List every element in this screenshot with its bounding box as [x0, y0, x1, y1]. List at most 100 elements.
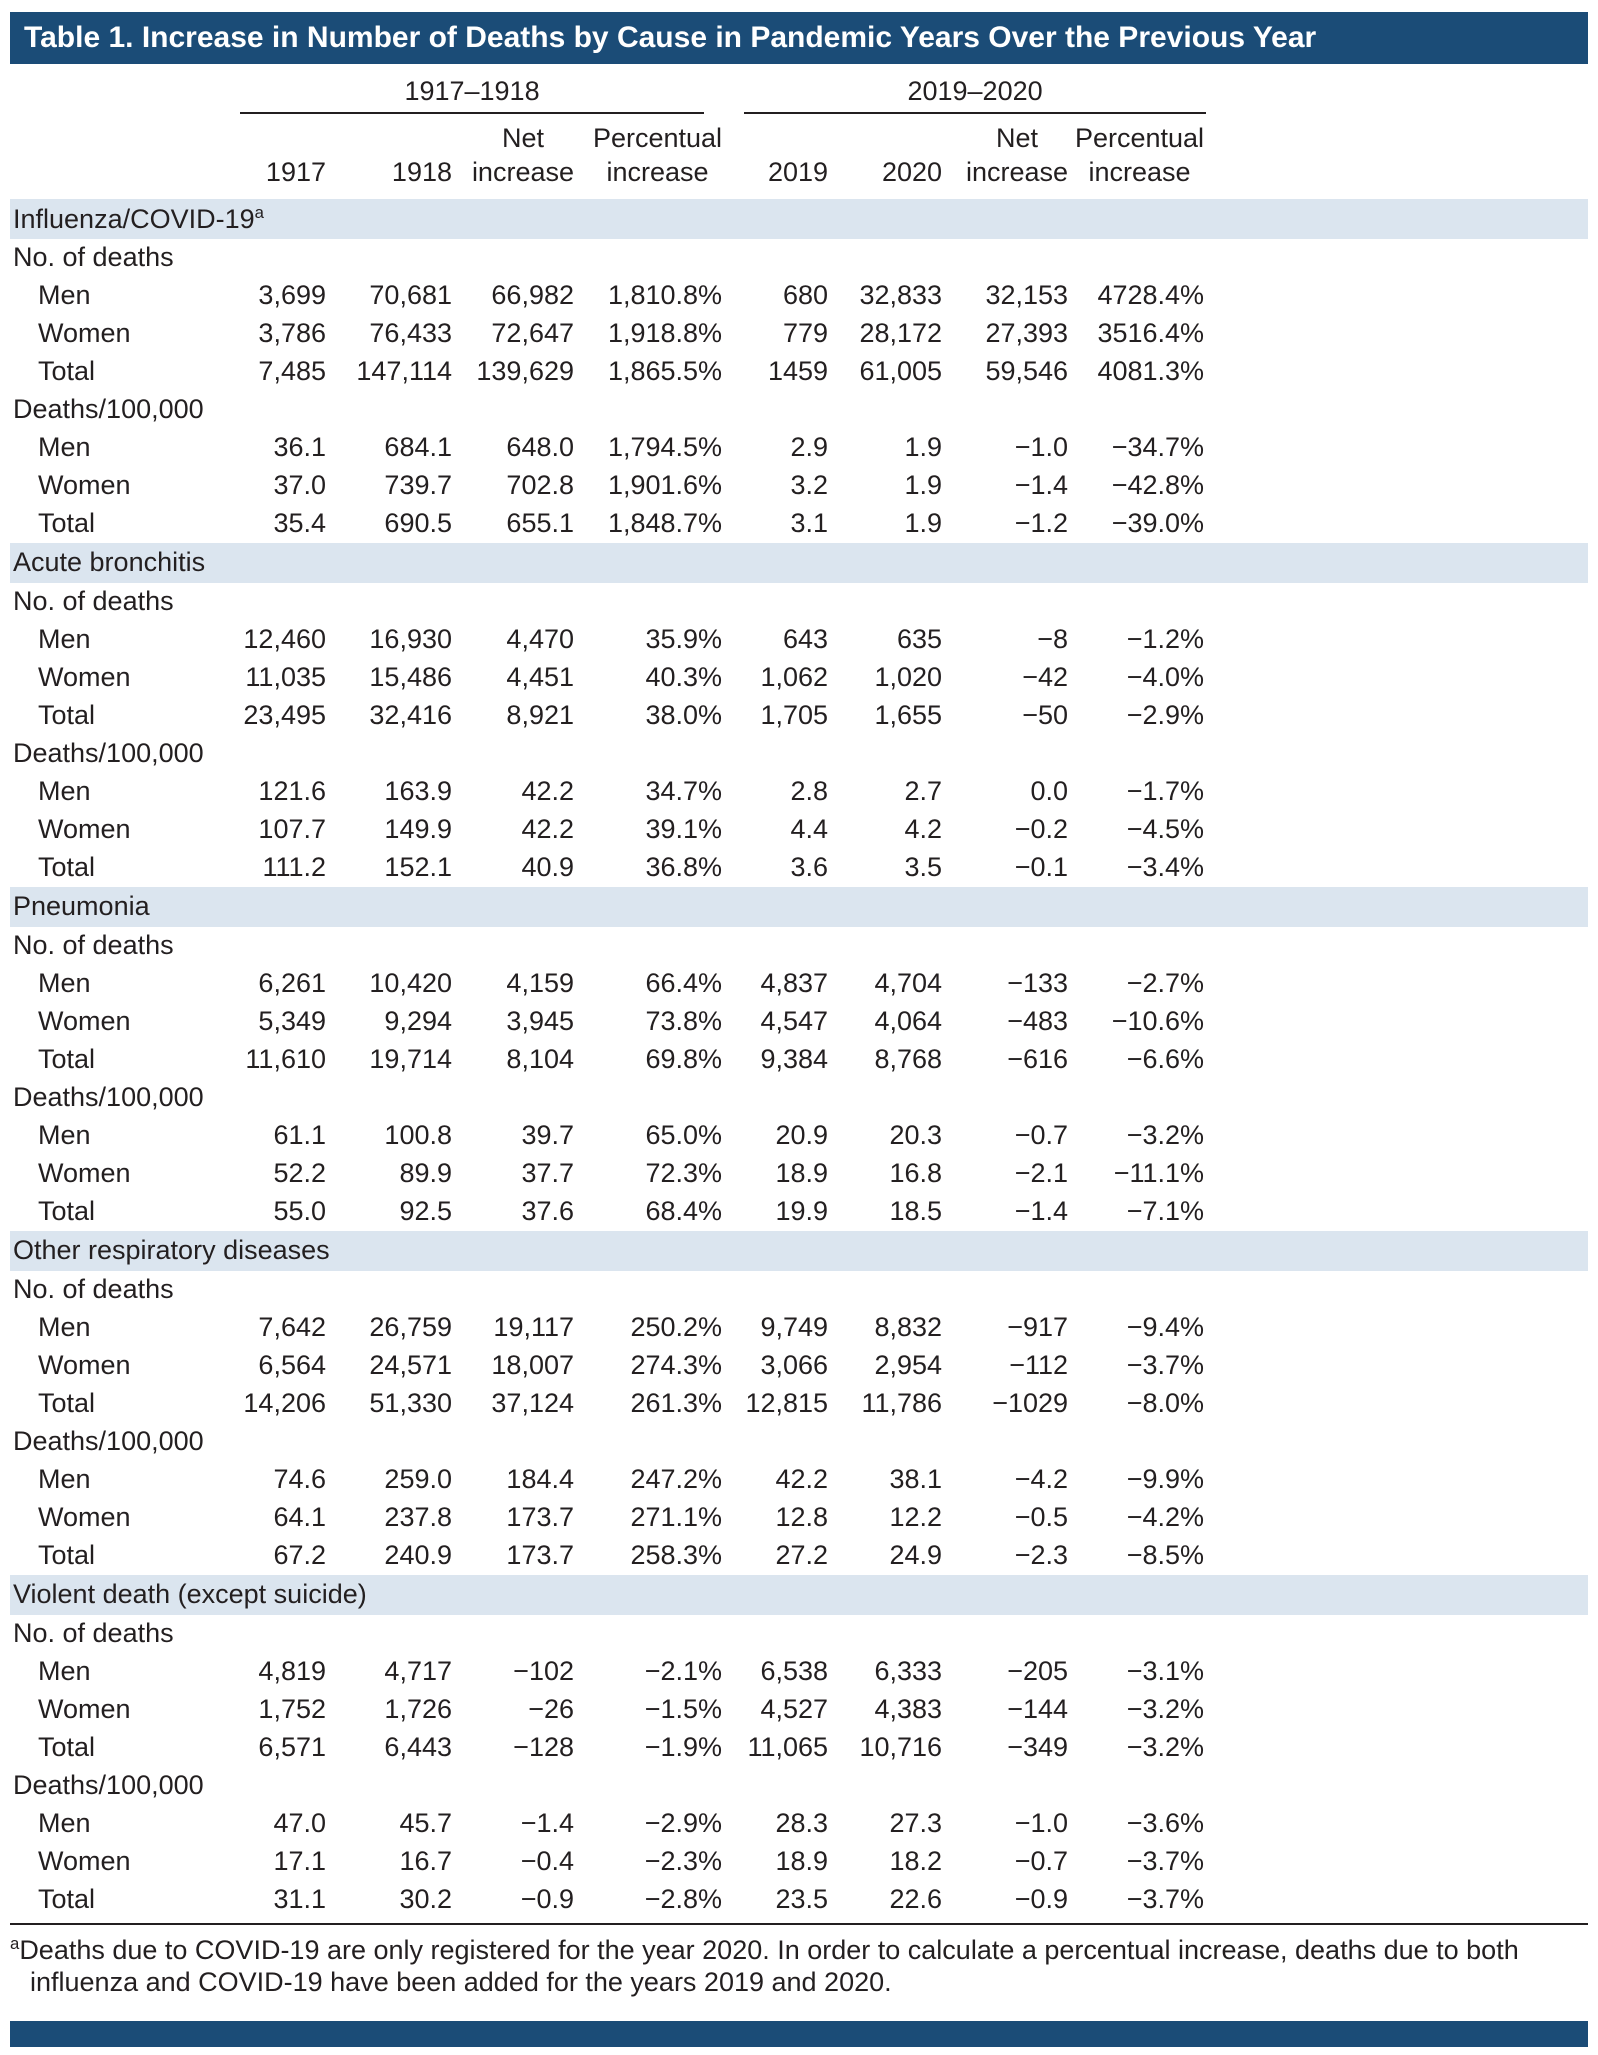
filler-cell	[1206, 353, 1588, 391]
table-cell: 27,393	[985, 318, 1069, 348]
subsection-header-row: Deaths/100,000	[10, 1079, 1588, 1117]
table-cell: −2.3	[1014, 1540, 1069, 1570]
table-cell: 4,159	[506, 968, 574, 998]
filler-cell	[1206, 1193, 1588, 1231]
filler-header-cell	[1206, 114, 1588, 199]
row-label: Men	[38, 968, 91, 998]
table-cell: −1.5%	[644, 1694, 723, 1724]
table-cell: 37.7	[521, 1158, 574, 1188]
table-row: Men 61.1 100.8 39.7 65.0% 20.9 20.3 −0.7 −3.2%	[10, 1117, 1588, 1155]
table-cell: 4.2	[904, 814, 943, 844]
filler-cell	[1206, 1499, 1588, 1537]
table-cell: 3516.4%	[1097, 318, 1205, 348]
table-row: Men 47.0 45.7 −1.4 −2.9% 28.3 27.3 −1.0 −3.6%	[10, 1805, 1588, 1843]
table-cell: 1,020	[874, 662, 943, 692]
table-cell: 39.7	[521, 1120, 574, 1150]
table-cell: −1.0	[1014, 1808, 1069, 1838]
table-cell: −39.0%	[1111, 508, 1205, 538]
column-header-cell: Percentual increase	[576, 114, 724, 199]
column-header-cell: 2019	[724, 114, 830, 199]
table-cell: 74.6	[273, 1464, 326, 1494]
table-cell: −2.9%	[644, 1808, 723, 1838]
table-cell: 12.8	[775, 1502, 829, 1532]
table-cell: 20.3	[889, 1120, 943, 1150]
table-row: Men 121.6 163.9 42.2 34.7% 2.8 2.7 0.0 −1.7%	[10, 773, 1588, 811]
table-cell: −1.9%	[644, 1732, 723, 1762]
filler-cell	[1206, 1537, 1588, 1575]
table-row: Men 7,642 26,759 19,117 250.2% 9,749 8,832 −917…	[10, 1309, 1588, 1347]
table-cell: 40.9	[521, 852, 574, 882]
table-cell: −4.5%	[1126, 814, 1205, 844]
table-cell: 68.4%	[645, 1196, 723, 1226]
table-row: Women 11,035 15,486 4,451 40.3% 1,062 1,020 −42…	[10, 659, 1588, 697]
table-row: Total 7,485 147,114 139,629 1,865.5% 1459 61,0…	[10, 353, 1588, 391]
table-cell: 6,571	[258, 1732, 326, 1762]
table-cell: 152.1	[384, 852, 452, 882]
table-row: Total 31.1 30.2 −0.9 −2.8% 23.5 22.6 −0.9 −3.7%	[10, 1881, 1588, 1919]
table-cell: −102	[513, 1656, 574, 1686]
table-cell: −8.5%	[1126, 1540, 1205, 1570]
table-cell: 11,065	[747, 1732, 829, 1762]
filler-cell	[1206, 277, 1588, 315]
column-header-percentual-increase-2: Percentual increase	[1074, 123, 1205, 187]
filler-cell	[1206, 697, 1588, 735]
table-cell: 4,704	[874, 968, 943, 998]
table-cell: 18.9	[775, 1846, 829, 1876]
table-cell: −917	[1007, 1312, 1069, 1342]
table-cell: −4.0%	[1126, 662, 1205, 692]
subsection-title: Deaths/100,000	[13, 1770, 204, 1800]
table-cell: 32,153	[985, 280, 1069, 310]
table-cell: 72,647	[491, 318, 574, 348]
table-cell: −10.6%	[1111, 1006, 1205, 1036]
table-cell: 107.7	[258, 814, 326, 844]
table-cell: −0.7	[1014, 1120, 1069, 1150]
row-label: Men	[38, 1312, 91, 1342]
table-cell: 27.2	[775, 1540, 829, 1570]
section-title: Other respiratory diseases	[10, 1230, 1588, 1271]
table-cell: 64.1	[273, 1502, 326, 1532]
table-cell: 39.1%	[645, 814, 723, 844]
section-title: Violent death (except suicide)	[10, 1574, 1588, 1615]
table-cell: 36.8%	[645, 852, 723, 882]
table-cell: −1.2%	[1126, 624, 1205, 654]
table-cell: 12,815	[745, 1388, 829, 1418]
table-cell: 643	[782, 624, 829, 654]
table-cell: 4728.4%	[1097, 280, 1205, 310]
table-row: Men 12,460 16,930 4,470 35.9% 643 635 −8 −1.2%	[10, 621, 1588, 659]
table-cell: 3,945	[506, 1006, 574, 1036]
filler-cell	[1206, 505, 1588, 543]
table-cell: 2.9	[790, 432, 829, 462]
table-cell: 250.2%	[630, 1312, 723, 1342]
row-label: Men	[38, 1808, 91, 1838]
table-cell: 274.3%	[630, 1350, 723, 1380]
table-cell: 635	[896, 624, 943, 654]
table-cell: −1.4	[520, 1808, 574, 1838]
table-cell: 34.7%	[645, 776, 723, 806]
column-header-row: 1917 1918 Net increase Percentual increa…	[10, 114, 1588, 199]
table-cell: 8,832	[874, 1312, 943, 1342]
table-cell: 18,007	[491, 1350, 574, 1380]
table-cell: −0.9	[1014, 1884, 1069, 1914]
filler-cell	[1206, 1729, 1588, 1767]
table-cell: −2.8%	[644, 1884, 723, 1914]
table-cell: 111.2	[262, 852, 326, 882]
table-cell: −128	[513, 1732, 574, 1762]
table-cell: 139,629	[476, 356, 574, 386]
table-cell: 42.2	[521, 814, 574, 844]
filler-cell	[1206, 1347, 1588, 1385]
table-cell: −0.9	[520, 1884, 574, 1914]
table-cell: 8,921	[506, 700, 574, 730]
filler-cell	[1206, 1691, 1588, 1729]
table-cell: 45.7	[399, 1808, 452, 1838]
table-cell: 9,384	[760, 1044, 829, 1074]
filler-cell	[1206, 1385, 1588, 1423]
section-header-row: Pneumonia	[10, 886, 1588, 927]
table-cell: 6,261	[258, 968, 326, 998]
table-cell: −3.7%	[1126, 1846, 1205, 1876]
table-cell: 3,066	[760, 1350, 829, 1380]
column-group-1917-1918: 1917–1918	[240, 76, 705, 114]
subsection-title: No. of deaths	[13, 586, 174, 616]
filler-cell	[1206, 1155, 1588, 1193]
table-cell: 67.2	[273, 1540, 326, 1570]
table-cell: −3.2%	[1126, 1732, 1205, 1762]
